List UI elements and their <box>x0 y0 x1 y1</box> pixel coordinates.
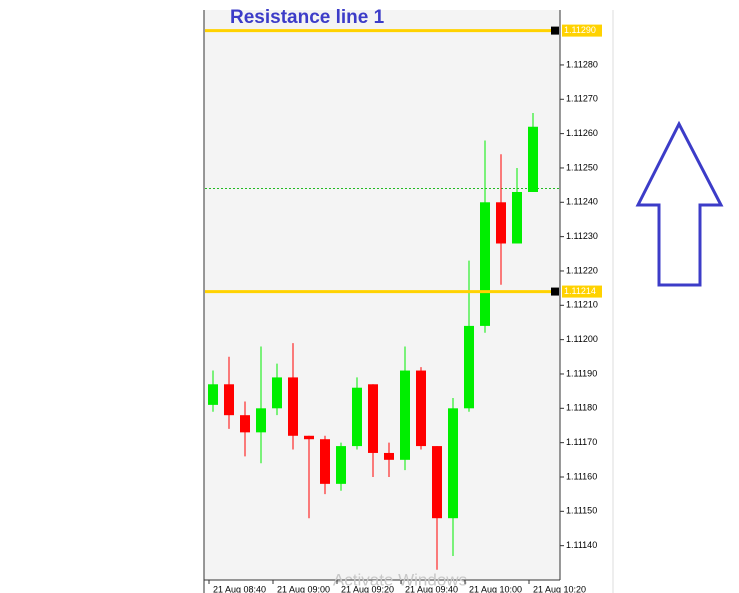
candle-body <box>496 202 506 244</box>
y-tick-label: 1.11240 <box>566 197 598 207</box>
y-tick-label: 1.11220 <box>566 265 598 275</box>
candle-body <box>240 415 250 433</box>
x-tick-label: 21 Aug 09:40 <box>405 584 458 593</box>
candle-body <box>304 435 314 440</box>
x-tick-label: 21 Aug 08:40 <box>213 584 266 593</box>
candle-body <box>320 439 330 484</box>
level-label-box <box>562 24 602 37</box>
level-label-box <box>562 285 602 298</box>
candle-body <box>512 191 522 244</box>
level-label: 1.11214 <box>564 286 596 296</box>
y-tick-label: 1.11150 <box>566 506 597 516</box>
candle-body <box>464 325 474 409</box>
candle-body <box>336 446 346 484</box>
up-arrow <box>635 120 724 287</box>
y-tick-label: 1.11270 <box>566 94 598 104</box>
level-handle <box>551 287 559 296</box>
chart-title: Resistance line 1 <box>230 7 385 28</box>
y-tick-label: 1.11200 <box>566 334 598 344</box>
y-tick-label: 1.11250 <box>566 162 598 172</box>
x-tick-label: 21 Aug 09:20 <box>341 584 394 593</box>
y-tick-label: 1.11180 <box>566 403 597 413</box>
x-tick-label: 21 Aug 09:00 <box>277 584 330 593</box>
y-tick-label: 1.11260 <box>566 128 598 138</box>
candle-body <box>528 126 538 192</box>
plot-area <box>204 10 560 580</box>
candle-body <box>256 408 266 433</box>
y-tick-label: 1.11280 <box>566 59 598 69</box>
x-tick-label: 21 Aug 10:20 <box>533 584 586 593</box>
level-label: 1.11290 <box>564 25 596 35</box>
level-handle <box>551 26 559 35</box>
candle-body <box>352 387 362 447</box>
candle-body <box>432 446 442 519</box>
candle-body <box>272 377 282 409</box>
watermark: Activate Windows <box>333 570 467 589</box>
candle-body <box>400 370 410 460</box>
candle-body <box>288 377 298 436</box>
y-tick-label: 1.11170 <box>566 437 597 447</box>
y-tick-label: 1.11210 <box>566 300 598 310</box>
y-tick-label: 1.11160 <box>566 471 597 481</box>
candle-body <box>384 452 394 460</box>
y-tick-label: 1.11190 <box>566 368 597 378</box>
candle-body <box>416 370 426 447</box>
y-tick-label: 1.11230 <box>566 231 598 241</box>
candle-body <box>208 384 218 405</box>
y-tick-label: 1.11140 <box>566 540 597 550</box>
x-tick-label: 21 Aug 10:00 <box>469 584 522 593</box>
candle-body <box>368 384 378 453</box>
candle-body <box>480 202 490 326</box>
candle-body <box>224 384 234 416</box>
candle-body <box>448 408 458 519</box>
